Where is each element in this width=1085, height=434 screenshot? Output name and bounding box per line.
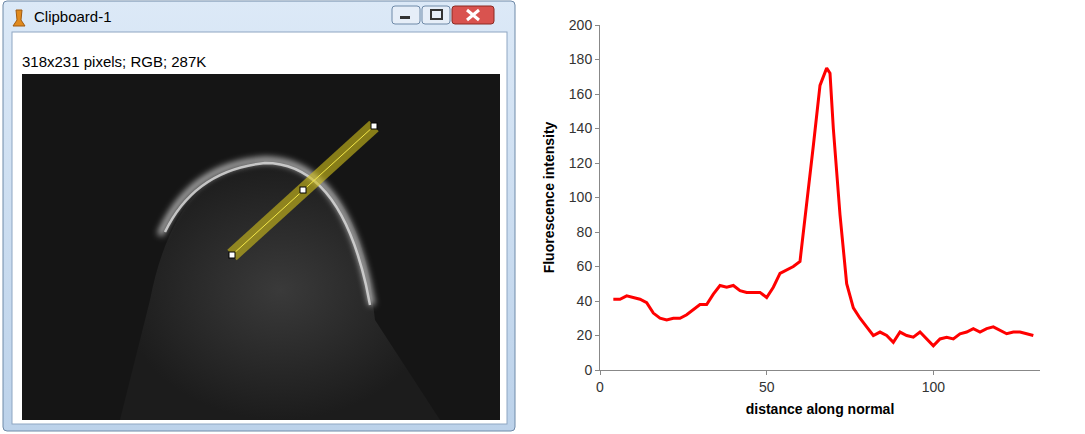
svg-text:Fluorescence intensity: Fluorescence intensity [541,121,557,273]
svg-text:0: 0 [584,362,592,378]
svg-text:100: 100 [569,189,593,205]
svg-text:20: 20 [577,327,593,343]
svg-text:60: 60 [577,258,593,274]
svg-text:100: 100 [922,379,946,395]
svg-text:50: 50 [759,379,775,395]
svg-text:120: 120 [569,155,593,171]
svg-text:160: 160 [569,86,593,102]
svg-text:80: 80 [577,224,593,240]
svg-text:40: 40 [577,293,593,309]
svg-text:0: 0 [596,379,604,395]
svg-text:distance along normal: distance along normal [746,401,895,417]
svg-text:318x231 pixels; RGB; 287K: 318x231 pixels; RGB; 287K [22,53,206,70]
svg-text:140: 140 [569,120,593,136]
svg-text:200: 200 [569,17,593,33]
svg-text:180: 180 [569,51,593,67]
svg-text:Clipboard-1: Clipboard-1 [34,8,112,25]
